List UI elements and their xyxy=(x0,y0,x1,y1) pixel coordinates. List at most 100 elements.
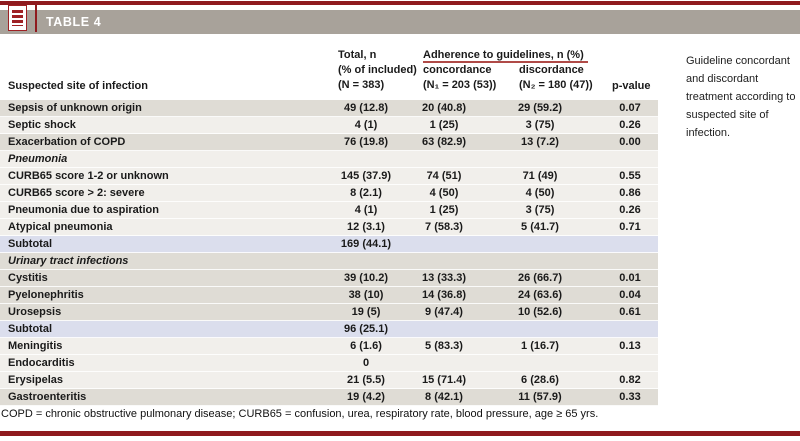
concordance-cell: 1 (25) xyxy=(429,119,459,131)
discordance-cell: 13 (7.2) xyxy=(521,136,559,148)
concordance-cell: 14 (36.8) xyxy=(421,289,467,301)
pvalue-cell: 0.01 xyxy=(619,272,641,284)
total-cell: 39 (10.2) xyxy=(343,272,389,284)
site-cell: Atypical pneumonia xyxy=(8,221,113,233)
concordance-cell: 63 (82.9) xyxy=(421,136,467,148)
site-cell: Exacerbation of COPD xyxy=(8,136,126,148)
concordance-cell xyxy=(410,321,506,337)
concordance-cell xyxy=(410,236,506,252)
table-icon-lines xyxy=(12,10,23,26)
site-cell: Septic shock xyxy=(8,119,76,131)
col-discordance-line1: discordance xyxy=(519,64,584,76)
total-cell: 6 (1.6) xyxy=(350,340,382,352)
site-cell: Pneumonia due to aspiration xyxy=(8,204,159,216)
col-total-line2: (% of included) xyxy=(338,64,417,76)
table-body: Sepsis of unknown origin 49 (12.8) 20 (40.… xyxy=(0,100,658,406)
col-concordance-line1: concordance xyxy=(423,64,492,76)
pvalue-cell: 0.86 xyxy=(619,187,641,199)
site-cell: Pneumonia xyxy=(8,153,68,165)
table-header: Total, n Adherence to guidelines, n (%) … xyxy=(0,48,658,100)
total-cell: 19 (5) xyxy=(351,306,381,318)
col-pvalue: p-value xyxy=(612,80,651,92)
table-icon xyxy=(8,5,27,31)
table-row: Cystitis 39 (10.2) 13 (33.3) 26 (66.7) 0.01 xyxy=(0,270,658,287)
total-cell: 169 (44.1) xyxy=(340,238,392,250)
discordance-cell: 29 (59.2) xyxy=(517,102,563,114)
concordance-cell: 8 (42.1) xyxy=(425,391,463,403)
total-cell: 38 (10) xyxy=(348,289,384,301)
total-cell xyxy=(330,151,410,167)
pvalue-cell xyxy=(602,151,658,167)
bottom-red-rule xyxy=(0,431,800,436)
subtotal-row: Subtotal 169 (44.1) xyxy=(0,236,658,253)
pvalue-cell: 0.07 xyxy=(619,102,641,114)
pvalue-cell: 0.13 xyxy=(619,340,641,352)
discordance-cell: 5 (41.7) xyxy=(521,221,559,233)
site-cell: Endocarditis xyxy=(8,357,75,369)
table-row: Sepsis of unknown origin 49 (12.8) 20 (40.… xyxy=(0,100,658,117)
col-discordance-line2: (N₂ = 180 (47)) xyxy=(519,79,593,91)
table-footnote: COPD = chronic obstructive pulmonary dis… xyxy=(1,408,599,420)
table-row: Septic shock 4 (1) 1 (25) 3 (75) 0.26 xyxy=(0,117,658,134)
concordance-cell: 13 (33.3) xyxy=(421,272,467,284)
table-titlebar xyxy=(0,10,800,34)
site-cell: Sepsis of unknown origin xyxy=(8,102,142,114)
discordance-cell xyxy=(506,355,602,371)
total-cell: 19 (4.2) xyxy=(347,391,385,403)
pvalue-cell: 0.55 xyxy=(619,170,641,182)
concordance-cell: 5 (83.3) xyxy=(425,340,463,352)
site-cell: Pyelonephritis xyxy=(8,289,84,301)
total-cell: 145 (37.9) xyxy=(340,170,392,182)
col-total-line3: (N = 383) xyxy=(338,79,385,91)
table-row: Endocarditis 0 xyxy=(0,355,658,372)
subtotal-row: Subtotal 96 (25.1) xyxy=(0,321,658,338)
concordance-cell: 74 (51) xyxy=(426,170,462,182)
pvalue-cell: 0.00 xyxy=(619,136,641,148)
discordance-cell: 11 (57.9) xyxy=(518,391,562,403)
total-cell: 4 (1) xyxy=(354,119,378,131)
discordance-cell: 10 (52.6) xyxy=(517,306,563,318)
site-cell: CURB65 score > 2: severe xyxy=(8,187,145,199)
total-cell: 12 (3.1) xyxy=(347,221,385,233)
site-cell: Gastroenteritis xyxy=(8,391,87,403)
col-site: Suspected site of infection xyxy=(8,80,148,92)
section-row: Urinary tract infections xyxy=(0,253,658,270)
discordance-cell: 3 (75) xyxy=(525,119,555,131)
table-row: CURB65 score 1-2 or unknown 145 (37.9) 74 … xyxy=(0,168,658,185)
discordance-cell: 24 (63.6) xyxy=(517,289,563,301)
site-cell: Meningitis xyxy=(8,340,63,352)
total-cell: 21 (5.5) xyxy=(347,374,385,386)
discordance-cell: 71 (49) xyxy=(522,170,558,182)
total-cell: 0 xyxy=(362,357,370,369)
top-red-rule xyxy=(0,1,800,5)
concordance-cell xyxy=(410,253,506,269)
table-row: Urosepsis 19 (5) 9 (47.4) 10 (52.6) 0.61 xyxy=(0,304,658,321)
col-adherence-group: Adherence to guidelines, n (%) xyxy=(423,48,588,63)
pvalue-cell xyxy=(602,355,658,371)
discordance-cell xyxy=(506,321,602,337)
table-row: Pneumonia due to aspiration 4 (1) 1 (25) 3 … xyxy=(0,202,658,219)
discordance-cell xyxy=(506,253,602,269)
discordance-cell xyxy=(506,151,602,167)
col-total-line1: Total, n xyxy=(338,49,377,61)
col-concordance-line2: (N₁ = 203 (53)) xyxy=(423,79,497,91)
table-title: TABLE 4 xyxy=(46,15,102,29)
table-row: Exacerbation of COPD 76 (19.8) 63 (82.9) 13… xyxy=(0,134,658,151)
discordance-cell: 26 (66.7) xyxy=(517,272,563,284)
pvalue-cell xyxy=(602,253,658,269)
pvalue-cell xyxy=(602,236,658,252)
concordance-cell: 15 (71.4) xyxy=(421,374,467,386)
pvalue-cell: 0.33 xyxy=(619,391,641,403)
table-row: Atypical pneumonia 12 (3.1) 7 (58.3) 5 (41.… xyxy=(0,219,658,236)
site-cell: Urosepsis xyxy=(8,306,62,318)
concordance-cell: 7 (58.3) xyxy=(425,221,463,233)
pvalue-cell xyxy=(602,321,658,337)
discordance-cell: 1 (16.7) xyxy=(521,340,559,352)
concordance-cell: 9 (47.4) xyxy=(425,306,463,318)
pvalue-cell: 0.71 xyxy=(619,221,641,233)
site-cell: Urinary tract infections xyxy=(8,255,129,267)
concordance-cell xyxy=(410,355,506,371)
concordance-cell: 1 (25) xyxy=(429,204,459,216)
total-cell: 4 (1) xyxy=(354,204,378,216)
